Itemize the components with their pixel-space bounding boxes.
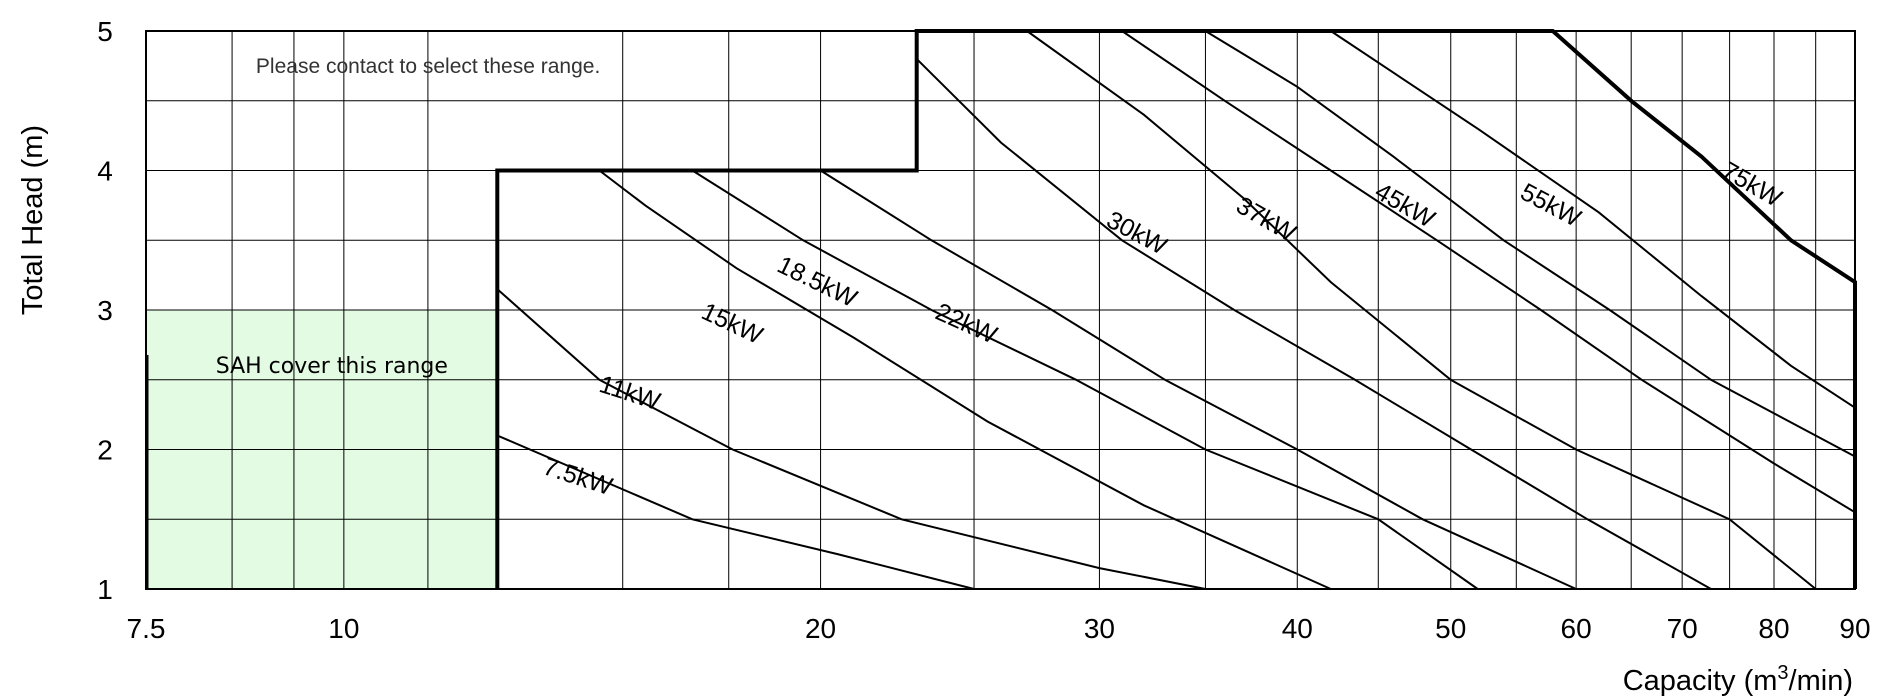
curve-label-22kW: 22kW [931,298,1001,350]
y-tick-labels: 1 2 3 4 5 [97,16,113,605]
curve-label-55kW: 55kW [1516,178,1586,233]
x-tick-label: 30 [1084,613,1115,644]
x-tick-label: 60 [1561,613,1592,644]
curve-45kW [1121,30,1856,514]
curve-55kW [1204,30,1856,458]
x-axis-title-tail: /min) [1789,665,1853,697]
curve-label-18-5kW: 18.5kW [773,251,862,313]
y-tick-label: 2 [97,435,113,466]
x-axis-title-sup: 3 [1777,662,1788,684]
y-tick-label: 3 [97,295,113,326]
curve-label-11kW: 11kW [596,370,664,416]
y-tick-label: 1 [97,574,113,605]
x-axis-title-main: Capacity (m [1623,665,1778,697]
curve-30kW [915,58,1712,590]
x-tick-label: 80 [1758,613,1789,644]
x-tick-label: 40 [1282,613,1313,644]
curve-18-5kW [691,169,1479,590]
operating-envelope [495,29,1857,589]
x-tick-label: 50 [1435,613,1466,644]
curve-11kW [496,288,1206,590]
x-tick-label: 7.5 [127,613,166,644]
curve-37kW [1026,30,1817,590]
sah-note: SAH cover this range [216,354,448,379]
x-axis-title: Capacity (m3/min) [1623,662,1853,697]
curve-label-30kW: 30kW [1102,206,1172,261]
curve-label-45kW: 45kW [1370,177,1440,233]
curve-label-37kW: 37kW [1231,191,1301,247]
curve-75kW [1330,30,1856,409]
x-tick-label: 90 [1839,613,1870,644]
annotations: Please contact to select these range. SAH… [216,55,601,379]
x-tick-label: 70 [1667,613,1698,644]
curve-label-7-5kW: 7.5kW [540,453,616,502]
x-tick-label: 20 [805,613,836,644]
curve-label-15kW: 15kW [697,297,767,350]
y-tick-label: 5 [97,16,113,47]
curve-22kW [820,169,1577,590]
x-tick-labels: 7.5 10 20 30 40 50 60 70 80 90 [127,613,1871,644]
y-axis-title: Total Head (m) [17,125,49,315]
x-tick-label: 10 [328,613,359,644]
y-tick-label: 4 [97,156,113,187]
curve-15kW [598,169,1332,590]
curve-7-5kW [496,434,975,590]
power-curves [496,30,1856,590]
contact-note: Please contact to select these range. [256,55,600,78]
